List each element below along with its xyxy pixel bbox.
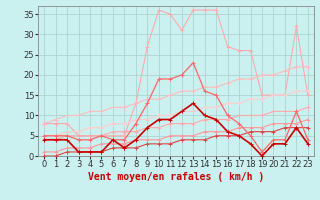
X-axis label: Vent moyen/en rafales ( km/h ): Vent moyen/en rafales ( km/h ) xyxy=(88,172,264,182)
